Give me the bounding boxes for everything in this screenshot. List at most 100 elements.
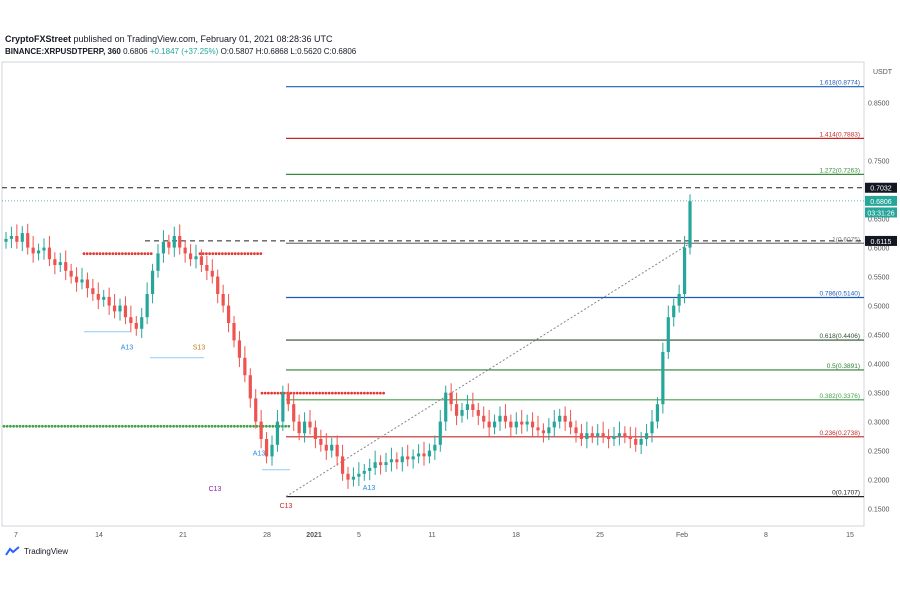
- signal-dot: [340, 391, 344, 395]
- publish-info: CryptoFXStreet published on TradingView.…: [5, 34, 333, 44]
- price-change: +0.1847 (+37.25%): [149, 47, 219, 56]
- signal-dot: [101, 252, 105, 256]
- candle-body: [69, 270, 73, 277]
- candle-body: [254, 398, 258, 422]
- signal-dot: [379, 391, 382, 395]
- signal-dot: [237, 252, 240, 256]
- signal-dot: [327, 391, 331, 395]
- signal-dot: [369, 391, 373, 395]
- signal-dot: [276, 391, 280, 395]
- candle-body: [145, 294, 149, 318]
- price-tag-bg: [865, 207, 897, 218]
- signal-dot: [108, 424, 111, 428]
- candle-body: [639, 439, 643, 445]
- signal-dot: [210, 424, 214, 428]
- candle-body: [264, 439, 269, 457]
- y-tick-label: 0.6500: [868, 217, 890, 224]
- signal-dot: [124, 252, 127, 256]
- signal-dot: [82, 252, 86, 256]
- signal-dot: [63, 424, 67, 428]
- x-tick-label: 18: [512, 532, 520, 539]
- signal-dot: [114, 252, 118, 256]
- signal-dot: [249, 252, 253, 256]
- signal-dot: [217, 252, 221, 256]
- signal-dot: [47, 424, 51, 428]
- signal-dot: [50, 424, 54, 428]
- price-chart[interactable]: USDT 0.85000.75000.70000.65000.60000.550…: [0, 56, 900, 546]
- signal-dot: [356, 391, 360, 395]
- signal-dot: [9, 424, 12, 428]
- signal-annotation: C13: [209, 486, 222, 493]
- signal-dot: [230, 252, 234, 256]
- y-tick-label: 0.3500: [868, 391, 890, 398]
- signal-dot: [146, 252, 150, 256]
- y-tick-label: 0.8500: [868, 101, 890, 108]
- tradingview-logo[interactable]: TradingView: [5, 546, 68, 556]
- price-tag-bg: [865, 235, 897, 246]
- candle-body: [373, 462, 377, 468]
- signal-dot: [53, 424, 57, 428]
- fib-label: 0.618(0.4406): [820, 333, 860, 340]
- signal-dot: [229, 424, 233, 428]
- candle-body: [661, 352, 665, 405]
- signal-dot: [324, 391, 328, 395]
- candle-body: [36, 250, 41, 254]
- candle-body: [248, 375, 252, 399]
- candle-body: [243, 357, 247, 376]
- signal-dot: [37, 424, 41, 428]
- signal-dot: [375, 391, 379, 395]
- signal-dot: [273, 391, 277, 395]
- signal-annotation: A13: [363, 485, 376, 492]
- signal-dot: [31, 424, 35, 428]
- candle-body: [530, 421, 535, 428]
- candle-body: [346, 473, 350, 480]
- candle-body: [74, 276, 79, 283]
- signal-dot: [21, 424, 25, 428]
- candle-body: [183, 247, 187, 254]
- signal-dot: [153, 424, 156, 428]
- signal-dot: [267, 391, 270, 395]
- signal-dot: [263, 391, 267, 395]
- y-tick-label: 0.7500: [868, 159, 890, 166]
- signal-dot: [140, 424, 144, 428]
- candle-body: [650, 421, 654, 434]
- candle-body: [112, 305, 117, 312]
- brand-name: TradingView: [24, 546, 69, 556]
- candle-body: [389, 459, 394, 463]
- candle-body: [601, 433, 605, 437]
- candle-body: [384, 462, 388, 466]
- signal-dot: [239, 424, 243, 428]
- signal-dot: [117, 424, 121, 428]
- candle-body: [324, 444, 328, 451]
- price-tag-bg: [865, 182, 897, 193]
- candle-body: [150, 270, 155, 294]
- candle-body: [362, 470, 366, 474]
- x-tick-label: 28: [263, 532, 271, 539]
- signal-dot: [242, 424, 246, 428]
- candle-body: [395, 459, 399, 463]
- signal-dot: [302, 391, 305, 395]
- signal-dot: [204, 424, 208, 428]
- signal-dot: [185, 424, 188, 428]
- candle-body: [335, 444, 339, 457]
- signal-dot: [133, 424, 137, 428]
- fib-label: 0.5(0.3891): [827, 363, 860, 370]
- candle-body: [85, 279, 90, 289]
- symbol-name[interactable]: BINANCE:XRPUSDTPERP, 360: [5, 47, 121, 56]
- signal-dot: [137, 424, 140, 428]
- signal-dot: [34, 424, 38, 428]
- candle-body: [634, 439, 638, 445]
- candle-body: [4, 238, 8, 242]
- signal-dot: [284, 424, 287, 428]
- signal-dot: [28, 424, 31, 428]
- y-tick-label: 0.2000: [868, 478, 890, 485]
- candle-body: [503, 415, 508, 422]
- signal-dot: [259, 252, 263, 256]
- publisher-name[interactable]: CryptoFXStreet: [5, 34, 72, 44]
- price-labels: 0.7032 0.6806 03:31:26 0.6115: [865, 182, 897, 246]
- x-tick-label: 7: [14, 532, 18, 539]
- candle-body: [666, 317, 670, 352]
- signal-dot: [12, 424, 16, 428]
- signal-dot: [337, 391, 341, 395]
- signal-dot: [149, 252, 153, 256]
